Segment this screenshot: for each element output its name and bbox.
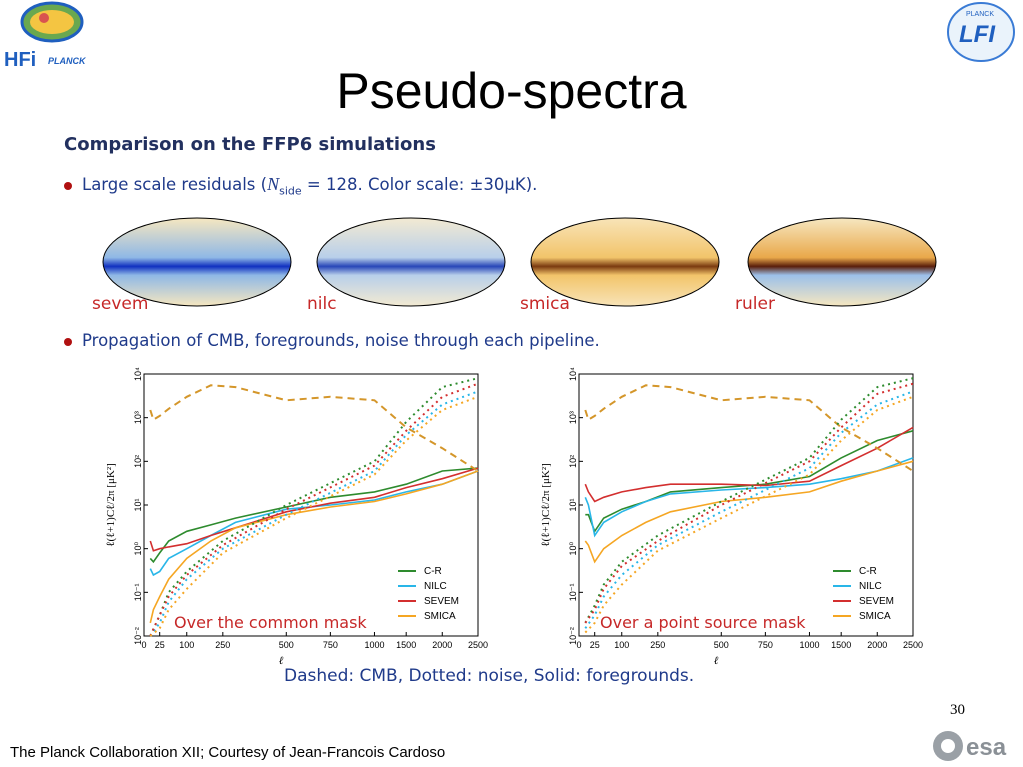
y-tick-label: 10³ [133, 411, 143, 424]
x-tick-label: 750 [323, 640, 338, 650]
map-label-ruler: ruler [735, 294, 775, 314]
x-axis-label: ℓ [714, 655, 719, 666]
y-tick-label: 10³ [568, 411, 578, 424]
svg-text:LFI: LFI [959, 21, 996, 48]
x-tick-label: 0 [141, 640, 146, 650]
lfi-planck-logo: LFI PLANCK [947, 2, 1015, 62]
y-tick-label: 10² [133, 455, 143, 468]
x-tick-label: 2500 [903, 640, 923, 650]
x-tick-label: 100 [179, 640, 194, 650]
y-tick-label: 10⁴ [568, 367, 578, 381]
series-line-smica [149, 470, 479, 624]
x-tick-label: 25 [590, 640, 600, 650]
footer-credit: The Planck Collaboration XII; Courtesy o… [10, 744, 446, 761]
y-tick-label: 10⁴ [133, 367, 143, 381]
y-tick-label: 10¹ [568, 498, 578, 511]
hfi-planck-logo: HFi PLANCK [4, 1, 87, 71]
y-tick-label: 10⁰ [133, 541, 143, 555]
x-tick-label: 1000 [364, 640, 384, 650]
y-tick-label: 10⁰ [568, 541, 578, 555]
x-tick-label: 2500 [468, 640, 488, 650]
x-tick-label: 2000 [432, 640, 452, 650]
svg-text:PLANCK: PLANCK [48, 56, 87, 66]
map-label-nilc: nilc [307, 294, 337, 314]
residual-maps [102, 217, 937, 307]
x-tick-label: 100 [614, 640, 629, 650]
page-number: 30 [950, 702, 965, 718]
legend-label: SEVEM [424, 596, 459, 607]
series-line-c-r-noise [584, 377, 914, 624]
x-tick-label: 1000 [799, 640, 819, 650]
bullet-propagation: Propagation of CMB, foregrounds, noise t… [64, 331, 600, 350]
esa-logo-text: esa [966, 734, 1007, 761]
legend-label: NILC [424, 581, 447, 592]
y-tick-label: 10² [568, 455, 578, 468]
bullet-dot [64, 181, 72, 190]
map-label-smica: smica [520, 294, 570, 314]
series-line-nilc-noise [149, 390, 479, 637]
series-line-nilc [584, 457, 914, 538]
legend-label: NILC [859, 581, 882, 592]
series-line-smica-noise [584, 395, 914, 634]
y-tick-label: 10¹ [133, 498, 143, 511]
chart-title: Over the common mask [174, 613, 367, 632]
series-line-sevem [584, 426, 914, 503]
legend-label: C-R [859, 566, 877, 577]
y-tick-label: 10⁻² [133, 627, 143, 645]
legend-label: C-R [424, 566, 442, 577]
map-label-sevem: sevem [92, 294, 149, 314]
series-line-sevem-noise [149, 382, 479, 637]
y-axis-label: ℓ(ℓ+1)Cℓ/2π [μK²] [540, 463, 552, 547]
x-tick-label: 500 [279, 640, 294, 650]
x-tick-label: 2000 [867, 640, 887, 650]
chart-common-mask: 10⁻² 10⁻¹ 10⁰ 10¹ 10² 10³ 10⁴ 0 25 100 250 500 750 10… [105, 367, 488, 666]
x-tick-label: 750 [758, 640, 773, 650]
figure-caption: Dashed: CMB, Dotted: noise, Solid: foreg… [284, 666, 695, 686]
y-axis-label: ℓ(ℓ+1)Cℓ/2π [μK²] [105, 463, 117, 547]
series-line-cmb [149, 384, 479, 472]
x-tick-label: 1500 [396, 640, 416, 650]
series-line-c-r [585, 430, 914, 534]
x-axis-label: ℓ [279, 655, 284, 666]
sevem-map [102, 217, 292, 307]
y-tick-label: 10⁻¹ [568, 583, 578, 601]
series-line-sevem-noise [584, 382, 914, 624]
esa-logo: esa [933, 731, 1007, 761]
y-tick-label: 10⁻¹ [133, 583, 143, 601]
slide-subtitle: Comparison on the FFP6 simulations [64, 134, 436, 155]
x-tick-label: 0 [576, 640, 581, 650]
series-line-nilc [149, 470, 479, 577]
series-line-cmb [584, 384, 914, 472]
chart-title: Over a point source mask [600, 613, 806, 632]
x-tick-label: 250 [215, 640, 230, 650]
bullet-large-scale: Large scale residuals (Nside = 128. Colo… [64, 174, 537, 197]
series-line-c-r [149, 467, 479, 564]
x-tick-label: 250 [650, 640, 665, 650]
chart-point-source-mask: 10⁻² 10⁻¹ 10⁰ 10¹ 10² 10³ 10⁴ 0 25 100 250 500 750 10… [540, 367, 923, 666]
x-tick-label: 500 [714, 640, 729, 650]
legend-label: SEVEM [859, 596, 894, 607]
hfi-logo-text: HFi [4, 49, 36, 71]
nilc-map [316, 217, 506, 307]
smica-map [530, 217, 720, 307]
x-tick-label: 25 [155, 640, 165, 650]
x-tick-label: 1500 [831, 640, 851, 650]
ruler-map [747, 217, 937, 307]
legend-label: SMICA [859, 611, 891, 622]
series-line-smica [584, 460, 914, 564]
y-tick-label: 10⁻² [568, 627, 578, 645]
bullet-dot [64, 337, 72, 346]
legend-label: SMICA [424, 611, 456, 622]
page-title: Pseudo-spectra [336, 63, 687, 119]
svg-text:PLANCK: PLANCK [966, 11, 994, 18]
